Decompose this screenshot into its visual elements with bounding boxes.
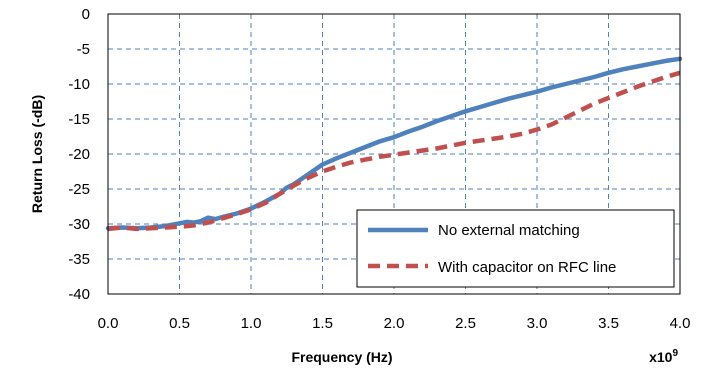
x-tick-label: 3.0	[527, 315, 548, 332]
x-tick-labels: 0.0 0.5 1.0 1.5 2.0 2.5 3.0 3.5 4.0	[98, 315, 691, 332]
x-axis-title: Frequency (Hz)	[291, 349, 392, 365]
y-tick-label: -10	[68, 76, 90, 93]
x-axis-multiplier-exponent: 9	[672, 348, 678, 359]
y-tick-label: -40	[68, 286, 90, 303]
x-tick-label: 0.5	[169, 315, 190, 332]
y-tick-label: -20	[68, 146, 90, 163]
y-tick-label: -35	[68, 251, 90, 268]
legend-box	[356, 209, 675, 288]
legend-label-no-external-matching: No external matching	[438, 222, 580, 239]
x-axis-multiplier: x109	[649, 348, 678, 365]
legend-label-with-capacitor: With capacitor on RFC line	[438, 259, 616, 276]
y-tick-label: -15	[68, 111, 90, 128]
y-tick-label: -25	[68, 181, 90, 198]
x-tick-label: 1.5	[312, 315, 333, 332]
x-tick-label: 0.0	[98, 315, 119, 332]
y-tick-label: -5	[77, 41, 90, 58]
plot-border	[107, 13, 681, 295]
y-tick-label: 0	[82, 6, 90, 23]
y-axis-title: Return Loss (-dB)	[29, 95, 45, 213]
x-tick-label: 1.0	[241, 315, 262, 332]
series-line-0	[105, 56, 683, 231]
x-tick-label: 2.5	[455, 315, 476, 332]
x-tick-label: 2.0	[384, 315, 405, 332]
x-tick-label: 3.5	[598, 315, 619, 332]
legend: No external matching With capacitor on R…	[356, 209, 675, 288]
y-tick-label: -30	[68, 216, 90, 233]
y-tick-labels: 0 -5 -10 -15 -20 -25 -30 -35 -40	[68, 6, 90, 303]
series-layer	[105, 56, 683, 232]
series-line-1	[107, 70, 681, 232]
x-axis-multiplier-base: x10	[649, 349, 673, 365]
x-tick-label: 4.0	[670, 315, 691, 332]
grid-lines	[108, 14, 680, 294]
